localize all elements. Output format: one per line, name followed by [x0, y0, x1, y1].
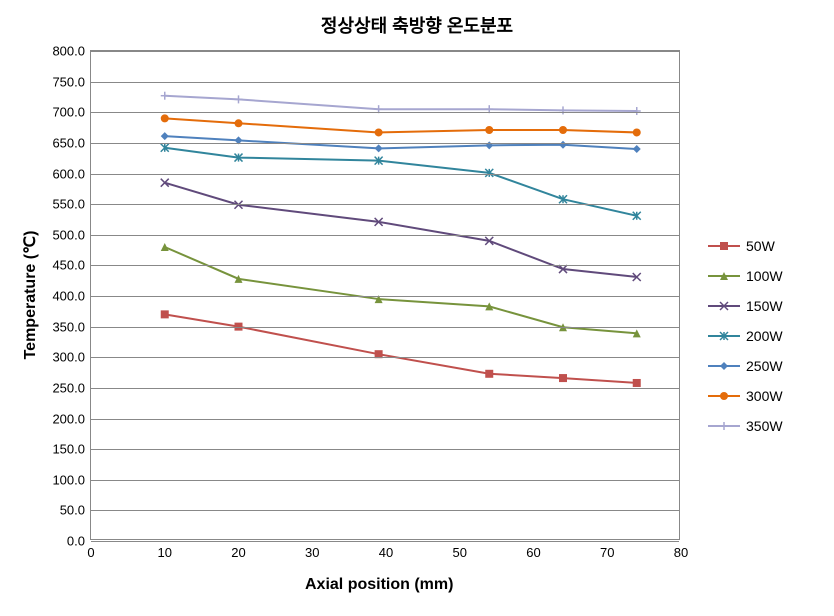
series-marker: [161, 132, 169, 140]
series-line: [165, 148, 637, 216]
gridline: [91, 265, 679, 266]
legend-label: 300W: [746, 388, 783, 404]
series-marker: [559, 374, 567, 382]
y-tick-label: 500.0: [52, 227, 91, 242]
legend-swatch: [708, 419, 740, 433]
gridline: [91, 174, 679, 175]
legend-swatch: [708, 359, 740, 373]
y-tick-label: 350.0: [52, 319, 91, 334]
legend-item: 150W: [708, 298, 783, 314]
legend-swatch: [708, 269, 740, 283]
y-tick-label: 200.0: [52, 411, 91, 426]
series-line: [165, 96, 637, 111]
gridline: [91, 296, 679, 297]
legend-label: 100W: [746, 268, 783, 284]
legend-swatch: [708, 389, 740, 403]
legend-swatch: [708, 299, 740, 313]
legend-item: 250W: [708, 358, 783, 374]
y-tick-label: 450.0: [52, 258, 91, 273]
legend-item: 100W: [708, 268, 783, 284]
y-tick-label: 750.0: [52, 74, 91, 89]
series-marker: [559, 126, 567, 134]
x-tick-label: 30: [305, 539, 319, 560]
legend-item: 200W: [708, 328, 783, 344]
series-marker: [235, 95, 243, 103]
legend-swatch: [708, 239, 740, 253]
legend-label: 150W: [746, 298, 783, 314]
series-marker: [375, 128, 383, 136]
y-tick-label: 400.0: [52, 289, 91, 304]
series-line: [165, 247, 637, 333]
legend-label: 50W: [746, 238, 775, 254]
y-tick-label: 700.0: [52, 105, 91, 120]
gridline: [91, 419, 679, 420]
x-tick-label: 70: [600, 539, 614, 560]
gridline: [91, 327, 679, 328]
legend-item: 300W: [708, 388, 783, 404]
y-tick-label: 150.0: [52, 442, 91, 457]
y-tick-label: 800.0: [52, 44, 91, 59]
x-tick-label: 20: [231, 539, 245, 560]
x-tick-label: 0: [87, 539, 94, 560]
legend: 50W 100W 150W 200W 250W 300W 350W: [708, 238, 783, 448]
gridline: [91, 82, 679, 83]
gridline: [91, 112, 679, 113]
x-tick-label: 10: [158, 539, 172, 560]
y-tick-label: 300.0: [52, 350, 91, 365]
gridline: [91, 449, 679, 450]
y-tick-label: 250.0: [52, 380, 91, 395]
x-tick-label: 40: [379, 539, 393, 560]
gridline: [91, 143, 679, 144]
gridline: [91, 480, 679, 481]
series-marker: [375, 144, 383, 152]
legend-item: 350W: [708, 418, 783, 434]
gridline: [91, 388, 679, 389]
y-tick-label: 650.0: [52, 135, 91, 150]
y-axis-title: Temperature (℃): [20, 225, 40, 365]
y-tick-label: 600.0: [52, 166, 91, 181]
legend-item: 50W: [708, 238, 783, 254]
plot-area: 0.050.0100.0150.0200.0250.0300.0350.0400…: [90, 50, 680, 540]
legend-label: 350W: [746, 418, 783, 434]
x-axis-title: Axial position (mm): [305, 576, 453, 594]
y-tick-label: 50.0: [60, 503, 91, 518]
gridline: [91, 510, 679, 511]
series-marker: [161, 310, 169, 318]
series-marker: [485, 126, 493, 134]
gridline: [91, 204, 679, 205]
gridline: [91, 235, 679, 236]
legend-swatch: [708, 329, 740, 343]
gridline: [91, 357, 679, 358]
x-tick-label: 50: [453, 539, 467, 560]
series-marker: [633, 145, 641, 153]
chart-title: 정상상태 축방향 온도분포: [0, 12, 834, 38]
series-marker: [161, 243, 169, 251]
series-marker: [161, 92, 169, 100]
chart-container: 정상상태 축방향 온도분포 0.050.0100.0150.0200.0250.…: [0, 0, 834, 616]
x-tick-label: 80: [674, 539, 688, 560]
series-marker: [485, 370, 493, 378]
series-marker: [235, 119, 243, 127]
y-tick-label: 550.0: [52, 197, 91, 212]
y-tick-label: 100.0: [52, 472, 91, 487]
legend-label: 200W: [746, 328, 783, 344]
gridline: [91, 51, 679, 52]
series-marker: [633, 379, 641, 387]
series-marker: [161, 114, 169, 122]
series-marker: [633, 128, 641, 136]
legend-label: 250W: [746, 358, 783, 374]
series-marker: [633, 107, 641, 115]
x-tick-label: 60: [526, 539, 540, 560]
